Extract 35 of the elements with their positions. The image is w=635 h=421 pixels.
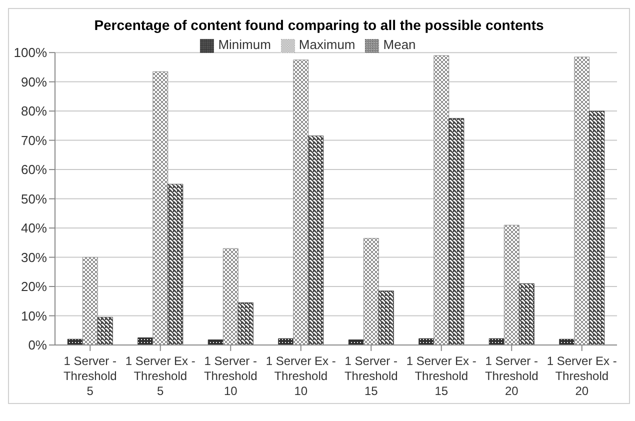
y-tick-label: 100% [14, 45, 48, 60]
y-tick-label: 80% [20, 104, 48, 119]
x-tick-label: 1 Server - Threshold 5 [63, 354, 117, 398]
bar [418, 338, 434, 345]
y-tick-label: 20% [20, 279, 48, 294]
bar [518, 283, 534, 345]
y-tick-label: 50% [20, 191, 48, 206]
legend-label: Minimum [218, 37, 271, 52]
bar [589, 110, 605, 345]
bar [168, 184, 184, 345]
x-tick-label: 1 Server - Threshold 15 [344, 354, 398, 398]
x-tick-label: 1 Server - Threshold 10 [204, 354, 258, 398]
x-tick-label: 1 Server - Threshold 20 [484, 354, 538, 398]
y-tick-label: 0% [28, 338, 48, 353]
bar [488, 338, 504, 345]
x-tick-label: 1 Server Ex - Threshold 5 [125, 354, 196, 398]
x-tick-label: 1 Server Ex - Threshold 20 [546, 354, 617, 398]
bar [278, 338, 294, 345]
bar [378, 290, 394, 345]
bar [448, 118, 464, 345]
legend-label: Mean [383, 37, 416, 52]
chart-title: Percentage of content found comparing to all the possible contents [93, 16, 545, 33]
legend-label: Maximum [298, 37, 356, 52]
y-tick-label: 40% [20, 220, 48, 236]
y-tick-label: 30% [20, 250, 48, 265]
x-tick-label: 1 Server Ex - Threshold 10 [266, 354, 336, 398]
y-tick-label: 10% [20, 308, 48, 324]
bar [238, 302, 254, 345]
bar [138, 337, 154, 345]
y-tick-label: 60% [20, 162, 48, 178]
x-tick-label: 1 Server Ex - Threshold 15 [406, 354, 476, 398]
bar [308, 136, 324, 345]
bar [97, 316, 113, 345]
y-tick-label: 70% [20, 132, 48, 148]
y-tick-label: 90% [20, 74, 48, 90]
